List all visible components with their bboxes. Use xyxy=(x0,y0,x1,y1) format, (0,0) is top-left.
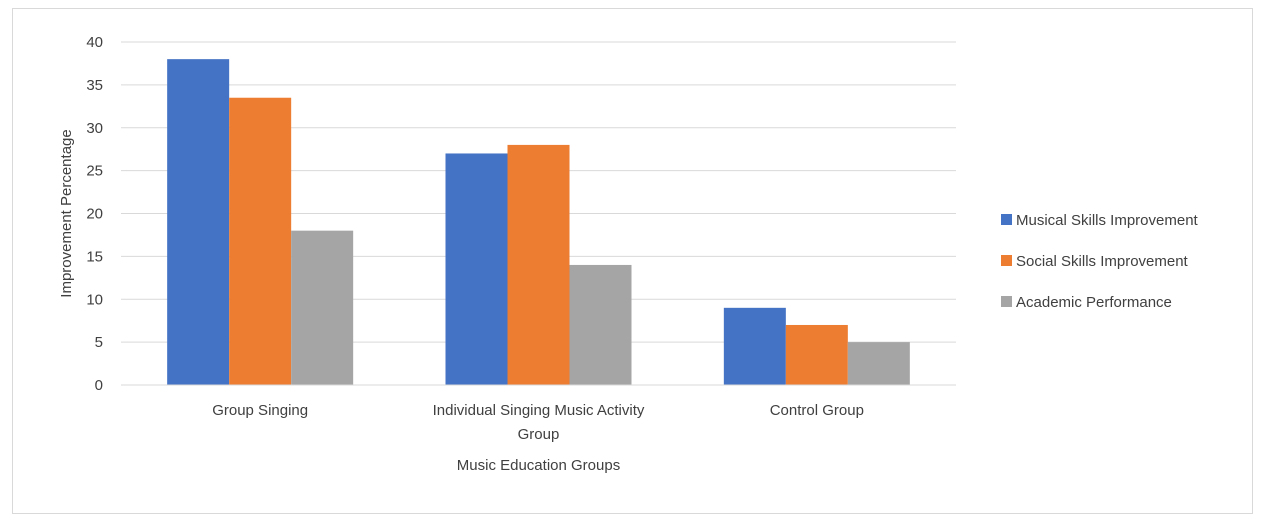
y-tick-label: 10 xyxy=(86,291,103,308)
legend-label: Musical Skills Improvement xyxy=(1016,212,1199,229)
bars xyxy=(167,59,910,386)
legend: Musical Skills Improvement Social Skills … xyxy=(1001,212,1199,311)
y-tick-label: 5 xyxy=(95,334,103,351)
y-tick-label: 30 xyxy=(86,120,103,137)
y-tick-label: 40 xyxy=(86,34,103,51)
y-axis-ticks: 0 5 10 15 20 25 30 35 40 xyxy=(86,34,103,394)
bar-academic-performance xyxy=(847,342,910,385)
y-tick-label: 15 xyxy=(86,248,103,265)
bar-social-skills-improvement xyxy=(507,144,570,385)
legend-swatch xyxy=(1001,255,1012,266)
x-tick-label: Group Singing xyxy=(212,402,308,419)
legend-swatch xyxy=(1001,214,1012,225)
y-tick-label: 35 xyxy=(86,77,103,94)
legend-swatch xyxy=(1001,296,1012,307)
bar-academic-performance xyxy=(291,230,354,385)
bar-social-skills-improvement xyxy=(785,324,848,385)
x-tick-label: Individual Singing Music Activity xyxy=(433,402,645,419)
legend-label: Social Skills Improvement xyxy=(1016,253,1189,270)
bar-musical-skills-improvement xyxy=(167,59,230,386)
y-tick-label: 25 xyxy=(86,163,103,180)
x-tick-label: Group xyxy=(518,426,560,443)
bar-academic-performance xyxy=(569,264,632,385)
y-tick-label: 0 xyxy=(95,377,103,394)
legend-label: Academic Performance xyxy=(1016,294,1172,311)
x-axis-labels: Group Singing Individual Singing Music Ac… xyxy=(212,402,864,443)
y-tick-label: 20 xyxy=(86,206,103,223)
y-axis-title: Improvement Percentage xyxy=(58,129,75,297)
bar-social-skills-improvement xyxy=(229,97,292,386)
bar-musical-skills-improvement xyxy=(445,153,508,385)
bar-musical-skills-improvement xyxy=(723,307,786,385)
x-tick-label: Control Group xyxy=(770,402,864,419)
x-axis-title: Music Education Groups xyxy=(457,457,620,474)
